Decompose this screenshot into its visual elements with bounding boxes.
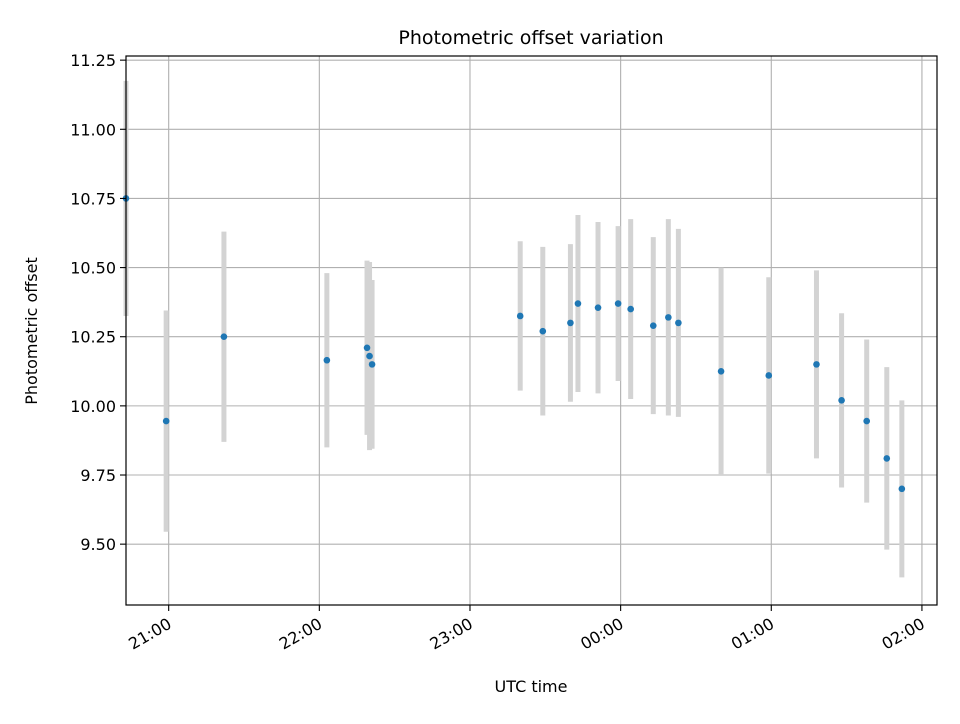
y-tick-label: 11.00: [70, 120, 116, 139]
data-point: [765, 372, 773, 379]
data-point: [162, 417, 170, 425]
chart-title: Photometric offset variation: [398, 27, 663, 49]
data-point: [366, 352, 373, 360]
data-point: [813, 361, 820, 368]
data-point: [627, 305, 634, 313]
y-axis-ticks: 9.50 9.75 10.00 10.25 10.50 10.75 11.00 11.25: [70, 51, 126, 554]
data-point: [838, 397, 845, 404]
data-point: [649, 322, 657, 329]
y-tick-label: 10.50: [70, 259, 116, 278]
data-point: [863, 417, 870, 425]
data-point: [898, 485, 906, 493]
data-point: [717, 367, 725, 375]
data-point: [539, 327, 547, 335]
y-axis-label: Photometric offset: [22, 257, 41, 405]
x-axis-label: UTC time: [495, 677, 568, 696]
data-point: [574, 300, 582, 307]
y-tick-label: 9.75: [80, 466, 116, 485]
data-point: [594, 304, 602, 311]
data-point: [220, 333, 228, 341]
plot-frame: [125, 55, 938, 606]
data-point: [567, 319, 574, 327]
data-point: [665, 314, 672, 321]
y-tick-label: 10.75: [70, 189, 116, 208]
grid: [126, 56, 937, 605]
data-point: [614, 300, 622, 307]
y-tick-label: 9.50: [80, 535, 116, 554]
data-point: [363, 344, 371, 352]
data-point: [883, 455, 891, 462]
data-point: [516, 312, 524, 320]
y-tick-label: 11.25: [70, 51, 116, 70]
data-point: [323, 356, 331, 364]
data-points: [122, 195, 906, 493]
data-point: [675, 319, 682, 327]
y-tick-label: 10.00: [70, 397, 116, 416]
y-tick-label: 10.25: [70, 328, 116, 347]
data-point: [368, 361, 376, 368]
